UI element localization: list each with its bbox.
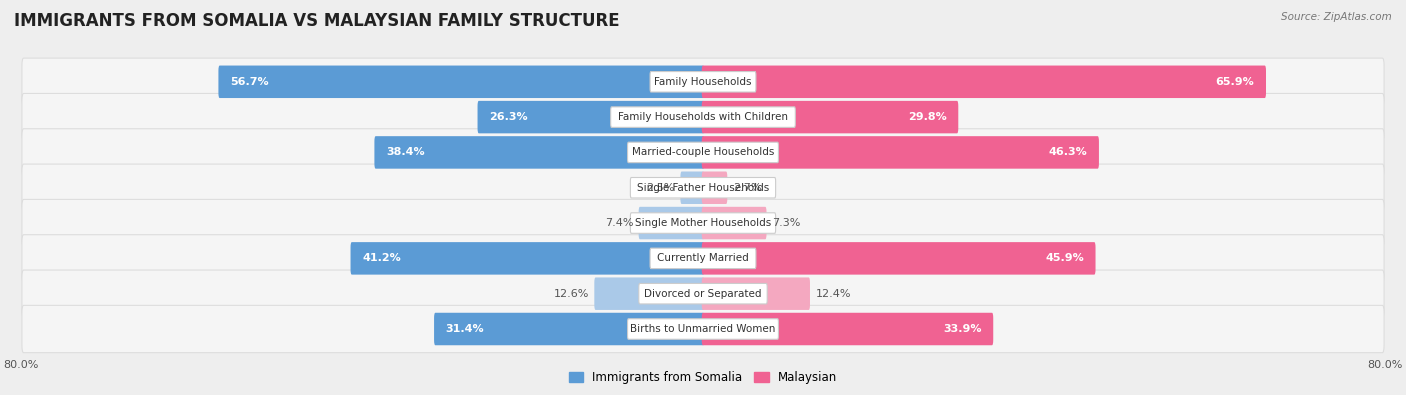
FancyBboxPatch shape [22,270,1384,317]
Text: Married-couple Households: Married-couple Households [631,147,775,158]
Text: 2.7%: 2.7% [733,183,761,193]
Text: 2.5%: 2.5% [647,183,675,193]
Legend: Immigrants from Somalia, Malaysian: Immigrants from Somalia, Malaysian [564,366,842,389]
Text: 65.9%: 65.9% [1216,77,1254,87]
FancyBboxPatch shape [630,213,776,233]
Text: 41.2%: 41.2% [363,253,401,263]
Text: IMMIGRANTS FROM SOMALIA VS MALAYSIAN FAMILY STRUCTURE: IMMIGRANTS FROM SOMALIA VS MALAYSIAN FAM… [14,12,620,30]
FancyBboxPatch shape [650,71,756,92]
FancyBboxPatch shape [627,319,779,339]
FancyBboxPatch shape [22,129,1384,176]
FancyBboxPatch shape [22,199,1384,247]
FancyBboxPatch shape [638,284,768,304]
Text: Family Households: Family Households [654,77,752,87]
FancyBboxPatch shape [22,305,1384,353]
Text: Single Father Households: Single Father Households [637,183,769,193]
Text: 45.9%: 45.9% [1045,253,1084,263]
Text: 33.9%: 33.9% [943,324,981,334]
FancyBboxPatch shape [638,207,704,239]
FancyBboxPatch shape [478,101,704,134]
FancyBboxPatch shape [702,171,727,204]
Text: 7.4%: 7.4% [605,218,633,228]
Text: Divorced or Separated: Divorced or Separated [644,289,762,299]
Text: Single Mother Households: Single Mother Households [636,218,770,228]
Text: 7.3%: 7.3% [772,218,800,228]
Text: 29.8%: 29.8% [908,112,946,122]
FancyBboxPatch shape [218,66,704,98]
FancyBboxPatch shape [610,107,796,127]
FancyBboxPatch shape [595,277,704,310]
Text: 56.7%: 56.7% [231,77,269,87]
FancyBboxPatch shape [702,277,810,310]
FancyBboxPatch shape [350,242,704,275]
FancyBboxPatch shape [702,66,1265,98]
FancyBboxPatch shape [627,142,779,163]
FancyBboxPatch shape [702,101,959,134]
FancyBboxPatch shape [702,242,1095,275]
FancyBboxPatch shape [702,136,1099,169]
Text: Source: ZipAtlas.com: Source: ZipAtlas.com [1281,12,1392,22]
Text: 31.4%: 31.4% [446,324,484,334]
Text: 46.3%: 46.3% [1049,147,1087,158]
FancyBboxPatch shape [22,235,1384,282]
FancyBboxPatch shape [374,136,704,169]
FancyBboxPatch shape [650,248,756,269]
Text: Currently Married: Currently Married [657,253,749,263]
Text: 12.6%: 12.6% [554,289,589,299]
FancyBboxPatch shape [22,94,1384,141]
FancyBboxPatch shape [630,177,776,198]
FancyBboxPatch shape [434,313,704,345]
FancyBboxPatch shape [702,207,766,239]
Text: 26.3%: 26.3% [489,112,527,122]
FancyBboxPatch shape [22,164,1384,211]
Text: 38.4%: 38.4% [385,147,425,158]
Text: 12.4%: 12.4% [815,289,851,299]
FancyBboxPatch shape [22,58,1384,105]
Text: Births to Unmarried Women: Births to Unmarried Women [630,324,776,334]
Text: Family Households with Children: Family Households with Children [619,112,787,122]
FancyBboxPatch shape [702,313,993,345]
FancyBboxPatch shape [681,171,704,204]
